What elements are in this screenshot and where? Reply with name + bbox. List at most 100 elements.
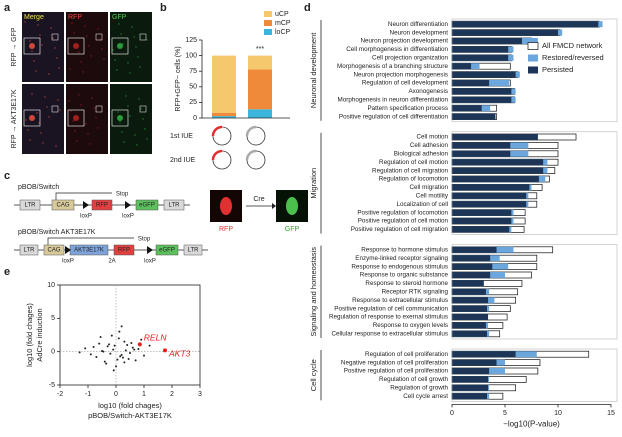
- cell-dot: [35, 70, 37, 72]
- point: [84, 347, 87, 350]
- construct-title: pBOB/Switch: [18, 184, 59, 191]
- group-label: Signaling and homeostasis: [309, 247, 318, 337]
- cell-dot: [117, 111, 119, 113]
- category-label: Cellular response to extracellular stimu…: [331, 330, 448, 337]
- arrow-label: Cre: [253, 196, 264, 203]
- dna-element: [155, 244, 179, 256]
- roi-box: [51, 105, 59, 113]
- bar: [452, 322, 486, 329]
- bar-segment: [248, 109, 272, 118]
- cell-dot: [52, 37, 54, 39]
- cell-dot: [90, 55, 92, 57]
- point: [123, 340, 126, 343]
- bar: [452, 176, 539, 182]
- cell-dot: [46, 106, 48, 108]
- category-label: Response to extracellular stimulus: [352, 297, 448, 304]
- plasmid-insert: [211, 125, 223, 137]
- cell-dot: [142, 118, 144, 120]
- point: [105, 362, 108, 365]
- bar: [452, 280, 484, 287]
- cell-dot: [42, 142, 44, 144]
- point: [116, 358, 119, 361]
- inset-cell: [117, 115, 123, 121]
- loxp-label: loxP: [144, 259, 156, 265]
- category-label: Negative regulation of cell proliferatio…: [341, 359, 449, 366]
- inset: [23, 37, 41, 55]
- cell-dot: [86, 35, 88, 37]
- loxp-label: loxP: [122, 214, 134, 220]
- roi-box: [139, 105, 147, 113]
- bar: [452, 246, 497, 253]
- bar: [452, 21, 599, 28]
- dna-element: [91, 199, 113, 211]
- bar: [452, 393, 487, 400]
- group-frame: [451, 131, 618, 235]
- element-label: RFP: [118, 248, 130, 254]
- cell-dot: [140, 108, 142, 110]
- cell-dot: [24, 21, 26, 23]
- y-tick-label: 25: [189, 99, 197, 106]
- cell-dot: [72, 120, 74, 122]
- loxp-label: loxP: [80, 214, 92, 220]
- cell-dot: [146, 138, 148, 140]
- group-frame: [451, 244, 618, 340]
- cell-dot: [40, 132, 42, 134]
- category-label: Cell morphogenesis in differentiation: [346, 46, 448, 53]
- stop-label: Stop: [138, 237, 151, 243]
- stop-label: Stop: [116, 192, 129, 198]
- cell-dot: [29, 139, 31, 141]
- cell-dot: [97, 127, 99, 129]
- category-label: 2nd IUE: [170, 157, 196, 164]
- bar: [452, 201, 527, 208]
- bar: [452, 192, 527, 199]
- loxp-site: [83, 201, 89, 209]
- category-label: 1st IUE: [170, 133, 193, 140]
- point: [113, 344, 116, 347]
- cell: [220, 197, 232, 215]
- point: [126, 344, 129, 346]
- cell-dot: [69, 68, 71, 70]
- x-axis-label: −log10(P-value): [503, 420, 560, 429]
- point: [112, 369, 115, 372]
- y-tick-label: 0: [51, 349, 55, 356]
- bar: [452, 113, 496, 120]
- row-label: RFP → GFP: [11, 27, 18, 66]
- promoter-arrow: [47, 237, 134, 245]
- point: [120, 325, 123, 328]
- cell-dot: [119, 121, 121, 123]
- x-tick-label: 1: [142, 391, 146, 398]
- category-label: Cell motility: [416, 192, 449, 199]
- cell-dot: [125, 95, 127, 97]
- cell-dot: [57, 99, 59, 101]
- cell-dot: [133, 36, 135, 38]
- bar: [452, 330, 487, 337]
- legend-swatch: [264, 20, 272, 26]
- point: [95, 356, 98, 358]
- bar: [452, 272, 491, 278]
- panel-label: e: [4, 266, 10, 278]
- column-label: GFP: [112, 14, 127, 21]
- highlight-label: RELN: [144, 333, 168, 343]
- legend-swatch: [528, 54, 538, 62]
- y-axis-label: AdCre induction: [35, 308, 44, 361]
- highlight-point: [137, 342, 142, 347]
- point: [119, 355, 122, 358]
- element-label: LTR: [188, 248, 200, 254]
- category-label: Regulation of cell motion: [379, 159, 448, 166]
- element-label: CAG: [47, 248, 60, 254]
- dna-element: [183, 244, 203, 256]
- element-label: RFP: [96, 203, 108, 209]
- cell-dot: [78, 51, 80, 53]
- point: [108, 343, 110, 346]
- cell-dot: [103, 58, 105, 60]
- cell-dot: [122, 43, 124, 45]
- inset: [111, 37, 129, 55]
- y-tick-label: 75: [189, 68, 197, 75]
- point: [148, 344, 151, 347]
- cell-dot: [91, 97, 93, 99]
- point: [131, 346, 134, 349]
- cell-dot: [36, 112, 38, 114]
- category-label: Response to endogenous stimulus: [351, 263, 448, 270]
- bar: [452, 376, 489, 383]
